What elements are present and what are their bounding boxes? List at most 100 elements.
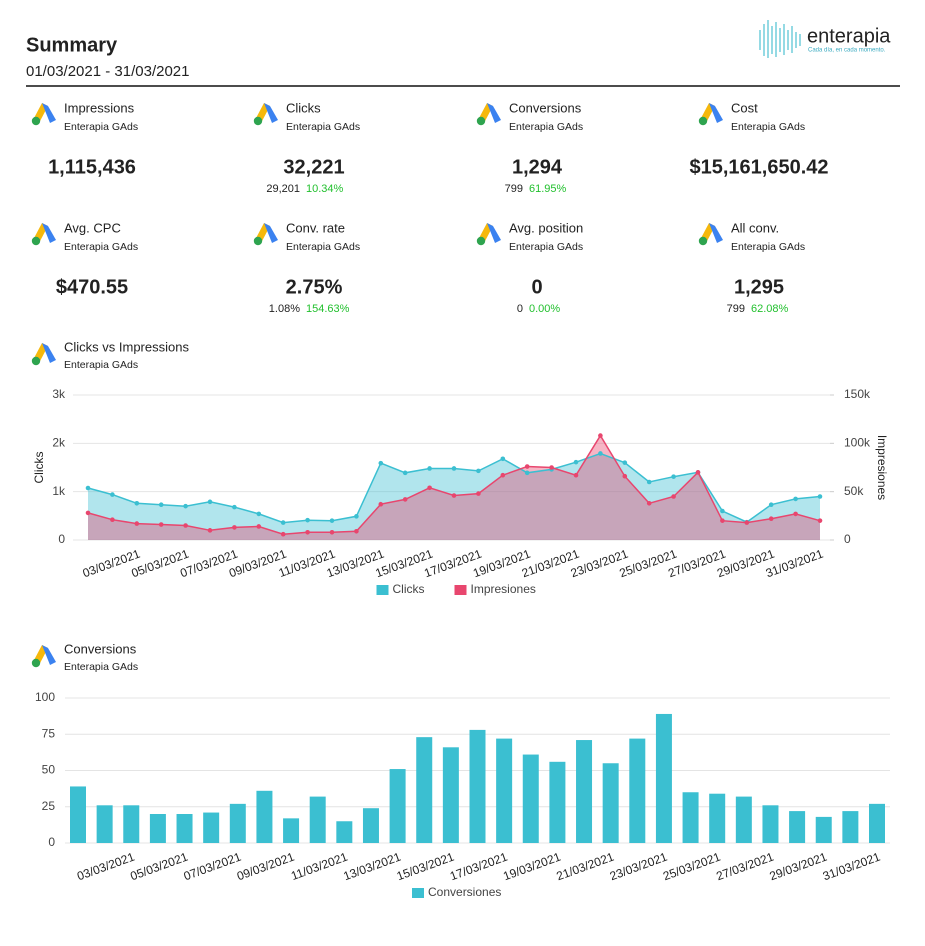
icon-green [31, 116, 41, 126]
title: Summary [26, 34, 118, 56]
kpi-previous: 799 [505, 183, 523, 195]
bar [416, 737, 433, 843]
kpi-source: Enterapia GAds [509, 241, 583, 253]
bar [442, 747, 459, 843]
bar [176, 814, 193, 843]
icon-blue [487, 223, 501, 243]
icon-green [31, 356, 41, 366]
gads-icon [698, 223, 723, 246]
point [793, 511, 798, 517]
icon-green [253, 236, 263, 246]
point [476, 468, 481, 474]
bar [123, 805, 140, 843]
gads-icon [31, 645, 56, 668]
legend-swatch [412, 888, 424, 898]
icon-green [476, 116, 486, 126]
y-axis-label: Clicks [32, 452, 46, 484]
point [720, 508, 725, 514]
y2-tick-label: 0 [844, 532, 851, 546]
icon-green [31, 658, 41, 668]
point [500, 472, 506, 478]
y-tick-label: 3k [52, 387, 66, 401]
bar [283, 818, 300, 843]
kpi-value: 1,294 [512, 156, 563, 178]
bar [229, 803, 246, 843]
kpi-change: 0.00% [529, 303, 560, 315]
x-tick-label: 15/03/2021 [395, 850, 457, 884]
y2-axis-label: Impresiones [875, 435, 889, 500]
kpi-previous: 29,201 [266, 183, 300, 195]
point [110, 492, 115, 497]
point [720, 518, 725, 523]
kpi-value: 32,221 [283, 156, 344, 178]
kpi-source: Enterapia GAds [731, 241, 805, 253]
chart-subtitle: Enterapia GAds [64, 661, 138, 673]
point [232, 504, 237, 510]
chart-title: Clicks vs Impressions [64, 339, 189, 354]
point [110, 517, 115, 522]
point [817, 494, 823, 499]
point [622, 460, 628, 465]
icon-green [31, 236, 41, 246]
x-tick-label: 27/03/2021 [714, 850, 776, 884]
x-tick-label: 05/03/2021 [128, 850, 190, 884]
x-tick-label: 31/03/2021 [821, 850, 883, 884]
kpi-value: 1,295 [734, 276, 784, 298]
x-tick-label: 17/03/2021 [448, 850, 510, 884]
kpi-name: Avg. CPC [64, 220, 121, 235]
chart-subtitle: Enterapia GAds [64, 359, 138, 371]
point [598, 451, 603, 456]
icon-blue [264, 223, 278, 243]
point [256, 524, 262, 529]
legend-label: Clicks [393, 582, 425, 596]
bar [762, 805, 779, 843]
bar [70, 786, 86, 843]
point [329, 529, 335, 535]
point [451, 466, 457, 471]
bar [96, 805, 113, 843]
point [85, 485, 91, 491]
icon-blue [42, 223, 56, 243]
point [305, 517, 310, 523]
y-tick-label: 25 [42, 799, 56, 813]
bar [362, 808, 379, 843]
kpi-source: Enterapia GAds [286, 121, 360, 133]
kpi-name: Cost [731, 100, 758, 115]
point [134, 500, 140, 506]
legend-swatch [376, 585, 389, 595]
point [329, 518, 335, 523]
legend-label: Conversiones [428, 885, 501, 899]
icon-green [476, 236, 486, 246]
point [354, 514, 359, 519]
kpi-source: Enterapia GAds [64, 121, 138, 133]
x-tick-label: 13/03/2021 [341, 850, 403, 884]
icon-green [698, 236, 708, 246]
kpi-name: Impressions [64, 100, 135, 115]
gads-icon [31, 223, 56, 246]
icon-blue [709, 103, 723, 123]
bar [789, 811, 806, 843]
kpi-previous: 799 [727, 303, 745, 315]
point [402, 497, 408, 502]
bar [842, 811, 859, 843]
area-fill [88, 435, 820, 540]
point [817, 518, 823, 523]
point [646, 500, 652, 506]
point [768, 502, 774, 508]
kpi-value: $15,161,650.42 [689, 156, 828, 178]
kpi-name: All conv. [731, 220, 779, 235]
bar [149, 814, 166, 843]
x-tick-label: 21/03/2021 [555, 850, 617, 884]
x-tick-label: 03/03/2021 [75, 850, 137, 884]
point [793, 496, 798, 502]
bar [735, 796, 752, 843]
y2-tick-label: 50k [844, 484, 864, 498]
bar [682, 792, 699, 843]
icon-blue [709, 223, 723, 243]
gads-icon [253, 103, 278, 126]
point [500, 456, 506, 462]
kpi-name: Conv. rate [286, 220, 345, 235]
kpi-source: Enterapia GAds [731, 121, 805, 133]
gads-icon [31, 343, 56, 366]
point [280, 520, 286, 525]
